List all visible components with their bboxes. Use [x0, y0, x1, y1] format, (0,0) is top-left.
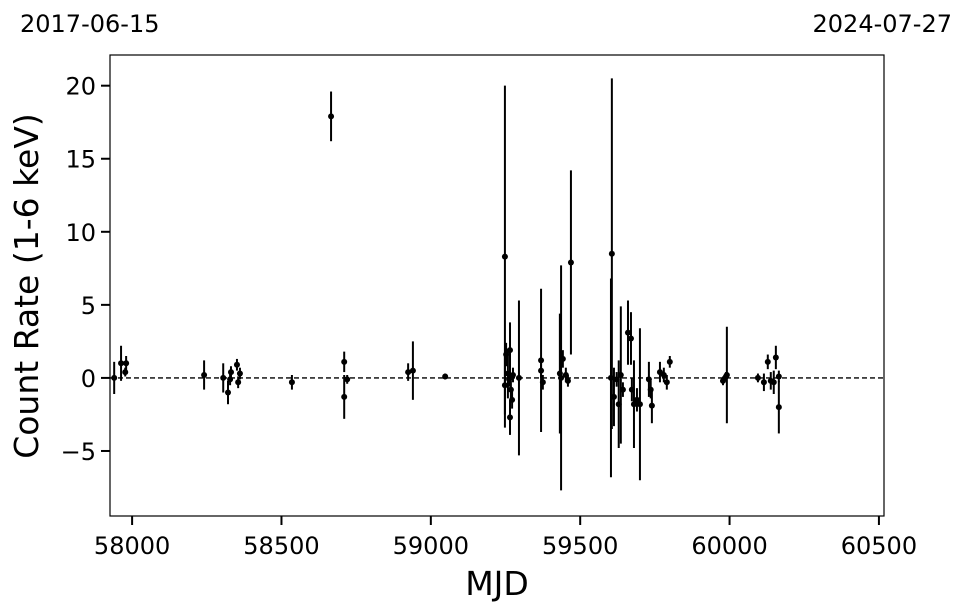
data-point	[539, 379, 546, 386]
data-point	[636, 401, 643, 408]
data-point	[619, 386, 626, 393]
data-point	[122, 369, 129, 376]
annotation: 2017-06-15	[20, 10, 159, 38]
data-point	[559, 355, 566, 362]
y-tick-label: 10	[65, 219, 96, 247]
data-point	[666, 358, 673, 365]
data-point	[501, 382, 508, 389]
data-point	[506, 347, 513, 354]
data-point	[118, 360, 125, 367]
data-point	[723, 371, 730, 378]
data-point	[538, 367, 545, 374]
data-point	[233, 361, 240, 368]
x-tick-label: 60000	[691, 532, 767, 560]
data-point	[770, 379, 777, 386]
data-point	[719, 377, 726, 384]
data-point	[608, 250, 615, 257]
data-point	[627, 335, 634, 342]
data-point	[344, 376, 351, 383]
data-point	[663, 379, 670, 386]
data-point	[111, 374, 118, 381]
data-point	[775, 373, 782, 380]
data-point	[220, 374, 227, 381]
y-tick-label: 0	[81, 365, 96, 393]
data-point	[288, 379, 295, 386]
data-point	[538, 357, 545, 364]
data-point	[341, 358, 348, 365]
data-point	[506, 414, 513, 421]
y-tick-label: −5	[61, 438, 96, 466]
data-point	[509, 371, 516, 378]
data-point	[515, 374, 522, 381]
plot-frame	[109, 54, 885, 517]
x-tick-label: 58500	[243, 532, 319, 560]
data-point	[617, 371, 624, 378]
data-point	[235, 379, 242, 386]
data-point	[405, 369, 412, 376]
data-point	[648, 402, 655, 409]
data-point	[123, 360, 130, 367]
data-point	[754, 374, 761, 381]
data-point	[564, 377, 571, 384]
data-point	[775, 404, 782, 411]
data-point	[201, 371, 208, 378]
data-point	[227, 369, 234, 376]
annotation: 2024-07-27	[813, 10, 952, 38]
data-point	[610, 393, 617, 400]
data-point	[409, 367, 416, 374]
data-point	[442, 373, 449, 380]
data-point	[772, 354, 779, 361]
data-point	[501, 253, 508, 260]
y-tick-label: 5	[81, 292, 96, 320]
y-tick-label: 20	[65, 73, 96, 101]
x-tick-label: 60500	[841, 532, 917, 560]
data-point	[624, 329, 631, 336]
x-tick-label: 58000	[94, 532, 170, 560]
data-point	[224, 389, 231, 396]
data-point	[236, 370, 243, 377]
data-point	[660, 371, 667, 378]
x-tick-label: 59500	[542, 532, 618, 560]
y-tick-label: 15	[65, 146, 96, 174]
y-axis-label: Count Rate (1-6 keV)	[7, 113, 46, 459]
data-point	[630, 401, 637, 408]
x-tick-label: 59000	[393, 532, 469, 560]
x-axis-label: MJD	[465, 564, 529, 603]
data-point	[633, 396, 640, 403]
data-point	[607, 374, 614, 381]
data-point	[341, 393, 348, 400]
data-point	[567, 259, 574, 266]
data-point	[328, 113, 335, 120]
data-point	[760, 379, 767, 386]
data-point	[764, 358, 771, 365]
data-point	[558, 374, 565, 381]
